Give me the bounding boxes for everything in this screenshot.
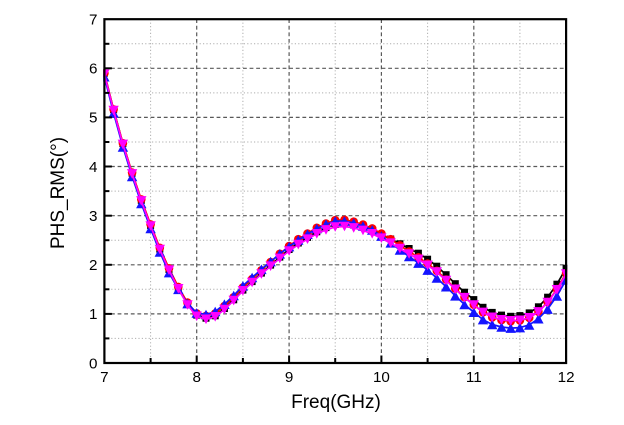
svg-text:2: 2 — [89, 257, 97, 274]
svg-text:PHS_RMS(°): PHS_RMS(°) — [48, 137, 69, 249]
svg-text:Freq(GHz): Freq(GHz) — [291, 392, 381, 413]
svg-text:0: 0 — [89, 355, 97, 372]
svg-text:8: 8 — [192, 369, 200, 386]
svg-text:9: 9 — [285, 369, 293, 386]
svg-text:11: 11 — [466, 369, 482, 386]
svg-text:7: 7 — [100, 369, 108, 386]
svg-text:5: 5 — [89, 110, 97, 127]
svg-text:12: 12 — [558, 369, 575, 386]
svg-text:10: 10 — [373, 369, 390, 386]
svg-text:1: 1 — [89, 306, 97, 323]
svg-text:7: 7 — [89, 12, 97, 29]
svg-text:6: 6 — [89, 61, 97, 78]
svg-text:4: 4 — [89, 159, 97, 176]
svg-text:3: 3 — [89, 208, 97, 225]
